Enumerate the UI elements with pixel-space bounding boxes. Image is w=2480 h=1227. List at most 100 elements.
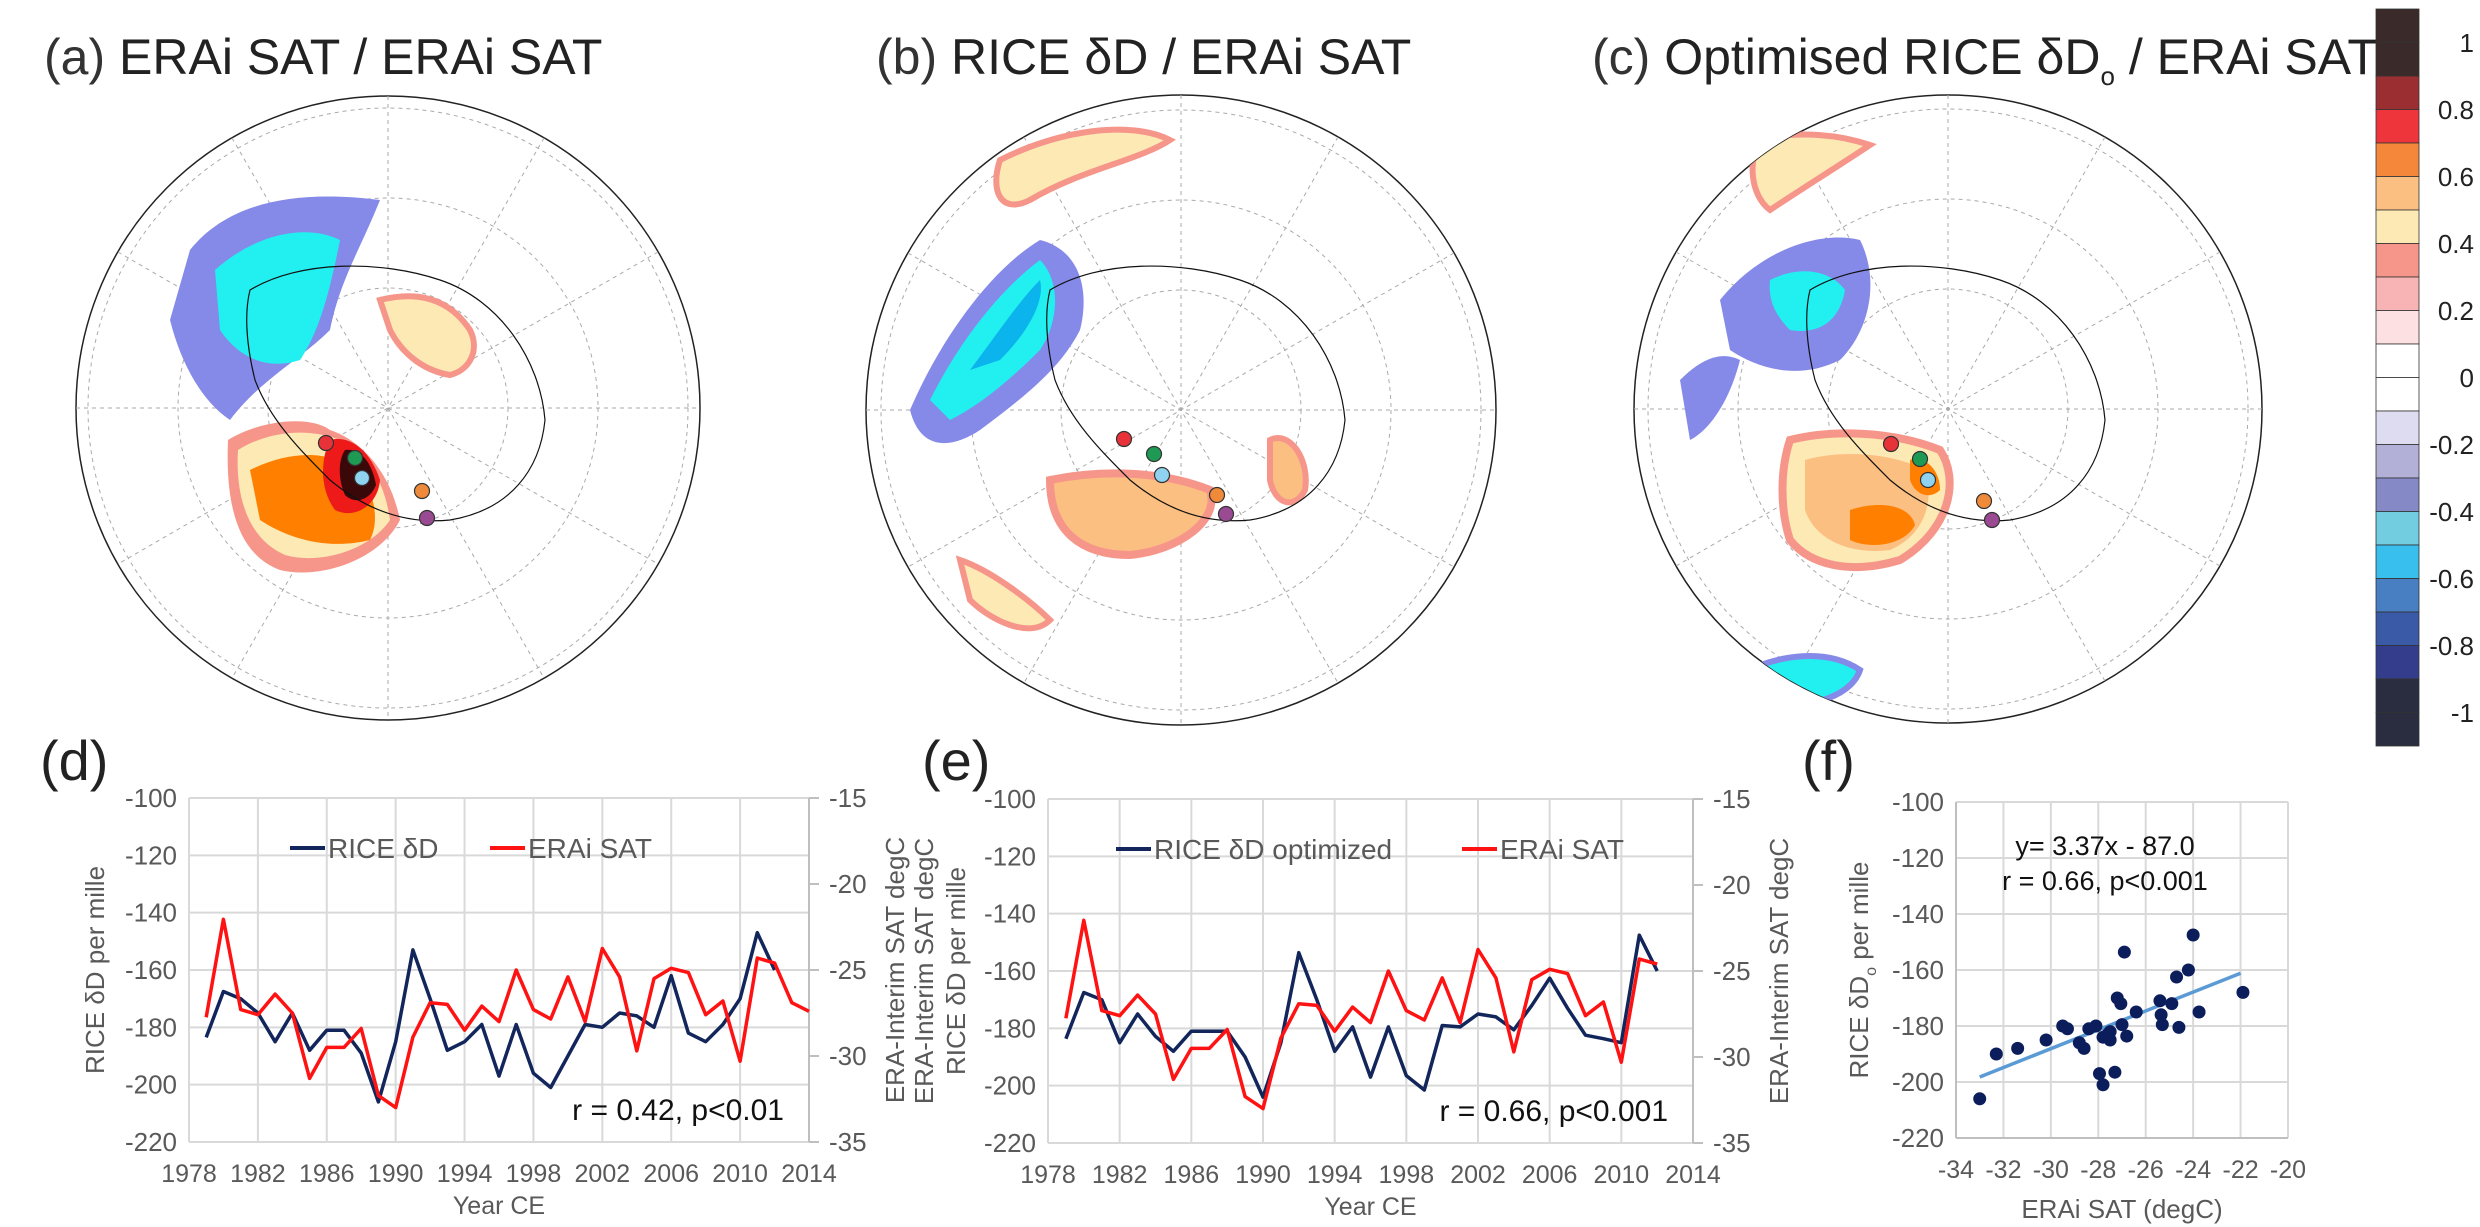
- scatter-point: [2077, 1041, 2091, 1055]
- map-c-site-purple-marker: [1983, 511, 2001, 529]
- regression-stats: r = 0.66, p<0.001: [2002, 866, 2208, 896]
- colorbar-bin: [2375, 444, 2420, 479]
- colorbar-bin: [2375, 578, 2420, 613]
- y-tick-label-left: -140: [125, 898, 177, 928]
- regression-equation: y= 3.37x - 87.0: [2015, 831, 2194, 861]
- x-tick-label: 1990: [368, 1160, 424, 1188]
- colorbar-bin: [2375, 343, 2420, 378]
- x-tick-label: -30: [2033, 1156, 2069, 1184]
- scatter-point: [1973, 1092, 1987, 1106]
- map-c-positive-high-south: [1850, 505, 1915, 545]
- y-tick-label: -100: [1892, 787, 1944, 817]
- map-title-text-a: ERAi SAT / ERAi SAT: [119, 29, 603, 85]
- x-tick-label: 1994: [1307, 1161, 1363, 1189]
- x-tick-label: 1986: [1164, 1161, 1220, 1189]
- map-c-positive-north: [1749, 131, 1877, 214]
- map-title-text-b: RICE δD / ERAi SAT: [951, 29, 1412, 85]
- x-tick-label: 1998: [506, 1160, 562, 1188]
- colorbar-bin: [2375, 8, 2420, 43]
- x-tick-label: 1982: [1092, 1161, 1148, 1189]
- y-tick-label-left: -160: [125, 955, 177, 985]
- y-tick-label: -180: [1892, 1011, 1944, 1041]
- y-tick-label-left: -140: [984, 899, 1036, 929]
- x-tick-label: 2010: [1594, 1161, 1650, 1189]
- y-tick-label-left: -220: [984, 1128, 1036, 1158]
- colorbar-tick-label: 1: [2459, 27, 2474, 58]
- map-c-site-orange-marker: [1975, 492, 1993, 510]
- y-tick-label-left: -220: [125, 1127, 177, 1157]
- y-tick-label: -200: [1892, 1067, 1944, 1097]
- y-axis-title-left: RICE δD per mille: [80, 866, 110, 1074]
- map-b-positive-sw: [955, 555, 1055, 632]
- map-c-negative-west: [1680, 356, 1740, 440]
- colorbar-tick-label: -0.2: [2429, 429, 2474, 460]
- colorbar-bin: [2375, 176, 2420, 211]
- map-a: [75, 95, 701, 721]
- colorbar-bin: [2375, 377, 2420, 412]
- colorbar-bin: [2375, 511, 2420, 546]
- site-markers: [317, 430, 2001, 529]
- x-tick-label: 2010: [712, 1160, 768, 1188]
- map-a-site-orange-marker: [413, 482, 431, 500]
- correlation-annotation: r = 0.66, p<0.001: [1439, 1095, 1668, 1128]
- x-axis-title: ERAi SAT (degC): [2021, 1194, 2222, 1224]
- trend-line: [1979, 971, 2242, 1079]
- map-title-a: (a) ERAi SAT / ERAi SAT: [44, 28, 602, 86]
- colorbar-bin: [2375, 645, 2420, 680]
- x-tick-label: 1978: [1020, 1161, 1076, 1189]
- colorbar-tick-label: 0.8: [2437, 94, 2474, 125]
- colorbar-bin: [2375, 142, 2420, 177]
- x-tick-label: 2002: [575, 1160, 631, 1188]
- legend-label: ERAi SAT: [528, 833, 652, 864]
- map-a-site-purple-marker: [418, 509, 436, 527]
- x-tick-label: 1978: [161, 1160, 217, 1188]
- y-tick-label-left: -100: [984, 784, 1036, 814]
- colorbar-bin: [2375, 42, 2420, 77]
- y-tick-label-left: -160: [984, 956, 1036, 986]
- map-b-positive-north: [993, 126, 1176, 208]
- x-tick-label: -34: [1938, 1156, 1974, 1184]
- scatter-point: [2039, 1033, 2053, 1047]
- colorbar-bin: [2375, 712, 2420, 747]
- scatter-point: [2120, 1029, 2134, 1043]
- y-tick-label-right: -30: [829, 1041, 867, 1071]
- map-b-site-red-marker: [1115, 430, 1133, 448]
- y-tick-label-left: -200: [984, 1071, 1036, 1101]
- colorbar-bin: [2375, 310, 2420, 345]
- chart-e: -100 -120 -140 -160 -180 -200 -220 1978 1982 1986…: [909, 784, 1794, 1221]
- y-tick-label-right: -25: [1713, 956, 1751, 986]
- x-tick-label: 2006: [1522, 1161, 1578, 1189]
- panel-label-a: (a): [44, 29, 106, 85]
- scatter-point: [2060, 1022, 2074, 1036]
- colorbar-tick-label: 0.4: [2437, 228, 2474, 259]
- scatter-point: [2181, 963, 2195, 977]
- map-a-site-lightblue-marker: [353, 469, 371, 487]
- scatter-point: [2092, 1067, 2106, 1081]
- y-axis-title: RICE δDo per mille: [1844, 862, 1880, 1079]
- panel-label-d: (d): [40, 729, 109, 792]
- y-tick-label-right: -30: [1713, 1042, 1751, 1072]
- scatter-point: [2236, 985, 2250, 999]
- legend-label: ERAi SAT: [1500, 834, 1624, 865]
- map-a-negative-core: [215, 232, 340, 364]
- colorbar-bin: [2375, 243, 2420, 278]
- x-tick-label: 1994: [437, 1160, 493, 1188]
- map-c-site-red-marker: [1882, 435, 1900, 453]
- colorbar-tick-label: 0.2: [2437, 295, 2474, 326]
- scatter-point: [2192, 1005, 2206, 1019]
- scatter-point: [2129, 1005, 2143, 1019]
- scatter-point: [1989, 1047, 2003, 1061]
- series-line-rice-d: [204, 930, 777, 1104]
- y-tick-label-left: -100: [125, 783, 177, 813]
- map-c-site-green-marker: [1911, 450, 1929, 468]
- scatter-point: [2186, 928, 2200, 942]
- y-tick-label-right: -20: [829, 869, 867, 899]
- y-tick-label: -140: [1892, 899, 1944, 929]
- map-b-site-lightblue-marker: [1153, 466, 1171, 484]
- y-tick-label-right: -15: [1713, 784, 1751, 814]
- map-a-site-red-marker: [317, 434, 335, 452]
- panel-label-b: (b): [876, 29, 938, 85]
- colorbar-bin: [2375, 678, 2420, 713]
- y-axis-title-suffix: per mille: [1844, 862, 1874, 967]
- y-tick-label-right: -20: [1713, 870, 1751, 900]
